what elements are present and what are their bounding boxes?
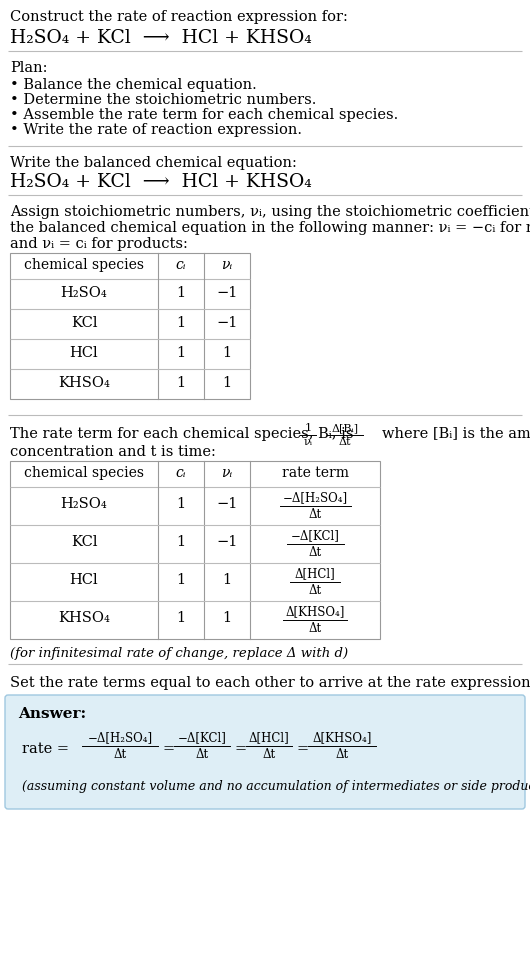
Text: Δt: Δt xyxy=(308,546,322,559)
Text: 1: 1 xyxy=(304,423,312,433)
Text: H₂SO₄: H₂SO₄ xyxy=(60,497,108,511)
Text: chemical species: chemical species xyxy=(24,466,144,480)
Text: H₂SO₄ + KCl  ⟶  HCl + KHSO₄: H₂SO₄ + KCl ⟶ HCl + KHSO₄ xyxy=(10,173,312,191)
Text: 1: 1 xyxy=(176,286,186,300)
Text: Δt: Δt xyxy=(262,748,276,761)
Text: HCl: HCl xyxy=(69,573,98,587)
Text: −Δ[KCl]: −Δ[KCl] xyxy=(290,529,339,542)
Text: Δt: Δt xyxy=(308,622,322,635)
Text: Plan:: Plan: xyxy=(10,61,48,75)
Text: Δt: Δt xyxy=(308,584,322,597)
Text: KHSO₄: KHSO₄ xyxy=(58,611,110,625)
Text: • Balance the chemical equation.: • Balance the chemical equation. xyxy=(10,78,257,92)
Text: KCl: KCl xyxy=(70,535,97,549)
Text: 1: 1 xyxy=(223,611,232,625)
Text: νᵢ: νᵢ xyxy=(304,437,313,447)
Text: rate term: rate term xyxy=(281,466,349,480)
FancyBboxPatch shape xyxy=(5,695,525,809)
Text: Δt: Δt xyxy=(113,748,127,761)
Text: 1: 1 xyxy=(176,497,186,511)
Text: where [Bᵢ] is the amount: where [Bᵢ] is the amount xyxy=(382,426,530,440)
Bar xyxy=(10,461,380,639)
Text: H₂SO₄: H₂SO₄ xyxy=(60,286,108,300)
Text: KCl: KCl xyxy=(70,316,97,330)
Text: Construct the rate of reaction expression for:: Construct the rate of reaction expressio… xyxy=(10,10,348,24)
Text: 1: 1 xyxy=(223,573,232,587)
Text: Δ[HCl]: Δ[HCl] xyxy=(249,731,289,744)
Text: −Δ[H₂SO₄]: −Δ[H₂SO₄] xyxy=(87,731,153,744)
Text: Δ[Bᵢ]: Δ[Bᵢ] xyxy=(331,423,359,433)
Text: 1: 1 xyxy=(176,346,186,360)
Text: Δ[KHSO₄]: Δ[KHSO₄] xyxy=(285,605,345,618)
Text: Assign stoichiometric numbers, νᵢ, using the stoichiometric coefficients, cᵢ, fr: Assign stoichiometric numbers, νᵢ, using… xyxy=(10,205,530,219)
Text: 1: 1 xyxy=(223,376,232,390)
Text: =: = xyxy=(162,742,174,756)
Text: −1: −1 xyxy=(216,535,237,549)
Text: Δt: Δt xyxy=(339,437,351,447)
Text: H₂SO₄ + KCl  ⟶  HCl + KHSO₄: H₂SO₄ + KCl ⟶ HCl + KHSO₄ xyxy=(10,29,312,47)
Text: • Assemble the rate term for each chemical species.: • Assemble the rate term for each chemic… xyxy=(10,108,398,122)
Text: (assuming constant volume and no accumulation of intermediates or side products): (assuming constant volume and no accumul… xyxy=(22,780,530,793)
Text: rate =: rate = xyxy=(22,742,74,756)
Text: Δt: Δt xyxy=(335,748,349,761)
Text: 1: 1 xyxy=(176,316,186,330)
Text: Δt: Δt xyxy=(196,748,209,761)
Text: 1: 1 xyxy=(176,376,186,390)
Text: • Determine the stoichiometric numbers.: • Determine the stoichiometric numbers. xyxy=(10,93,316,107)
Text: Δ[HCl]: Δ[HCl] xyxy=(295,567,335,580)
Text: the balanced chemical equation in the following manner: νᵢ = −cᵢ for reactants: the balanced chemical equation in the fo… xyxy=(10,221,530,235)
Text: Write the balanced chemical equation:: Write the balanced chemical equation: xyxy=(10,156,297,170)
Text: • Write the rate of reaction expression.: • Write the rate of reaction expression. xyxy=(10,123,302,137)
Text: HCl: HCl xyxy=(69,346,98,360)
Text: −1: −1 xyxy=(216,497,237,511)
Text: (for infinitesimal rate of change, replace Δ with d): (for infinitesimal rate of change, repla… xyxy=(10,647,348,660)
Text: 1: 1 xyxy=(176,611,186,625)
Text: Δt: Δt xyxy=(308,508,322,521)
Text: 1: 1 xyxy=(176,573,186,587)
Text: Set the rate terms equal to each other to arrive at the rate expression:: Set the rate terms equal to each other t… xyxy=(10,676,530,690)
Text: νᵢ: νᵢ xyxy=(222,258,233,272)
Text: 1: 1 xyxy=(223,346,232,360)
Text: 1: 1 xyxy=(176,535,186,549)
Text: chemical species: chemical species xyxy=(24,258,144,272)
Text: Answer:: Answer: xyxy=(18,707,86,721)
Text: cᵢ: cᵢ xyxy=(176,258,186,272)
Text: and νᵢ = cᵢ for products:: and νᵢ = cᵢ for products: xyxy=(10,237,188,251)
Text: =: = xyxy=(234,742,246,756)
Text: −1: −1 xyxy=(216,316,237,330)
Text: −Δ[H₂SO₄]: −Δ[H₂SO₄] xyxy=(282,491,348,504)
Text: cᵢ: cᵢ xyxy=(176,466,186,480)
Text: =: = xyxy=(296,742,308,756)
Text: −Δ[KCl]: −Δ[KCl] xyxy=(178,731,226,744)
Text: concentration and t is time:: concentration and t is time: xyxy=(10,445,216,459)
Text: The rate term for each chemical species, Bᵢ, is: The rate term for each chemical species,… xyxy=(10,427,354,441)
Text: KHSO₄: KHSO₄ xyxy=(58,376,110,390)
Text: −1: −1 xyxy=(216,286,237,300)
Text: νᵢ: νᵢ xyxy=(222,466,233,480)
Text: Δ[KHSO₄]: Δ[KHSO₄] xyxy=(312,731,372,744)
Bar xyxy=(10,253,250,399)
